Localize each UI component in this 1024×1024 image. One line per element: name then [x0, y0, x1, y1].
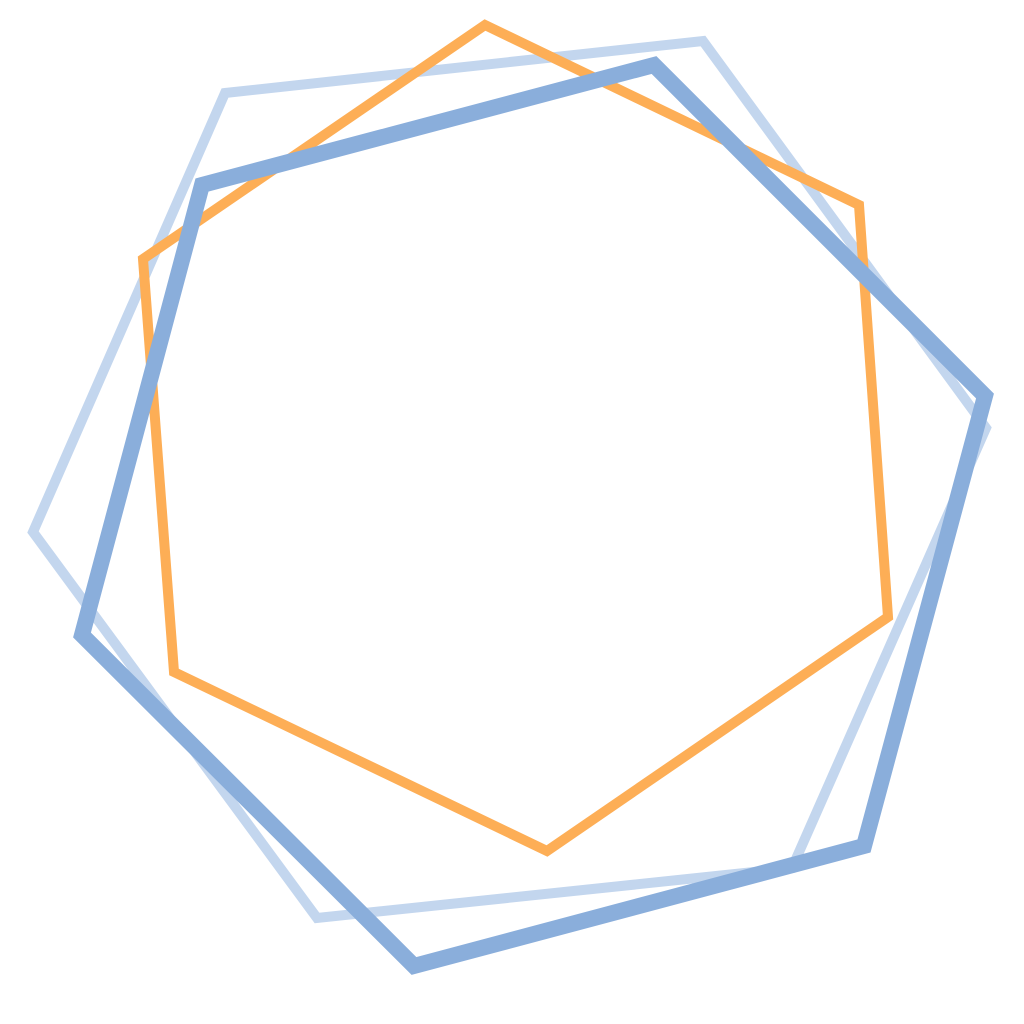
orange-hexagon [137, 19, 894, 857]
blue-hexagon [73, 56, 994, 975]
light-blue-hexagon [27, 35, 992, 924]
